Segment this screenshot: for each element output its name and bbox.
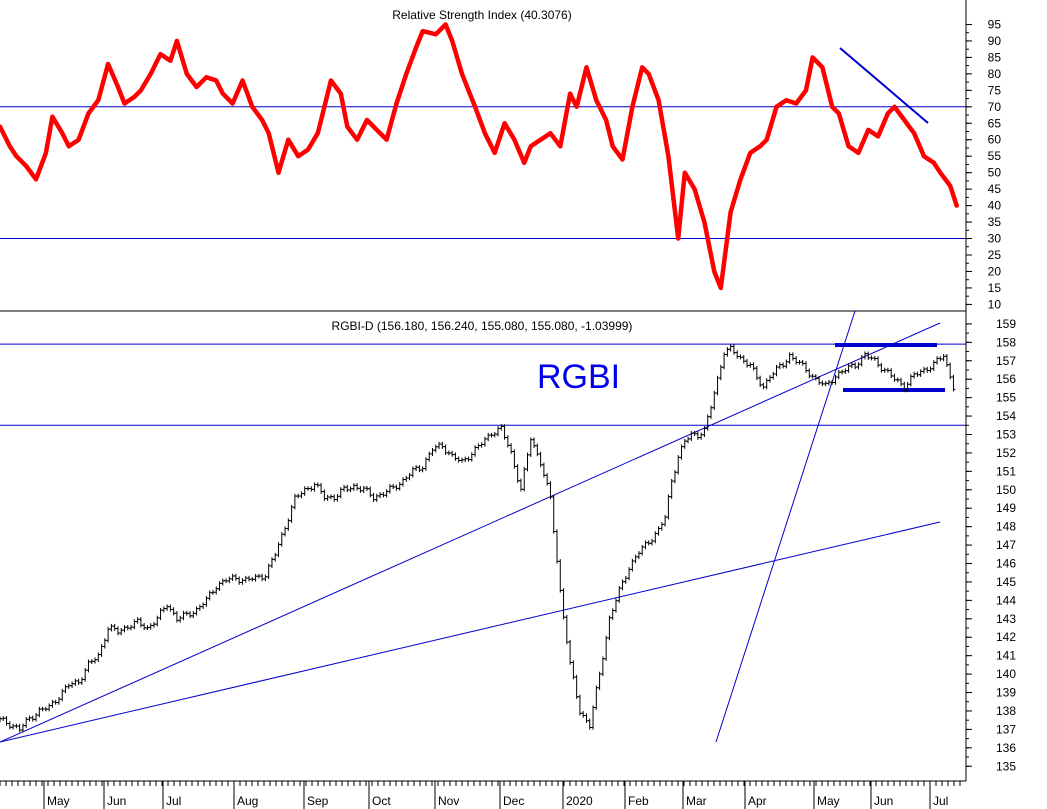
rsi-y-tick-label: 75 — [988, 83, 1002, 97]
rsi-y-tick-label: 50 — [988, 166, 1002, 180]
rsi-y-tick-label: 35 — [988, 215, 1002, 229]
price-title: RGBI-D (156.180, 156.240, 155.080, 155.0… — [332, 319, 633, 333]
price-bars — [0, 344, 956, 733]
long-trend-line — [0, 521, 941, 743]
price-y-tick-label: 146 — [996, 557, 1016, 571]
price-y-tick-label: 159 — [996, 317, 1016, 331]
rsi-y-tick-label: 45 — [988, 182, 1002, 196]
price-y-tick-label: 138 — [996, 704, 1016, 718]
price-y-tick-label: 147 — [996, 538, 1016, 552]
price-y-tick-label: 136 — [996, 741, 1016, 755]
price-y-tick-label: 140 — [996, 667, 1016, 681]
price-y-tick-label: 143 — [996, 612, 1016, 626]
price-y-tick-label: 154 — [996, 409, 1016, 423]
rsi-y-tick-label: 70 — [988, 100, 1002, 114]
price-y-tick-label: 156 — [996, 372, 1016, 386]
rsi-y-tick-label: 10 — [988, 297, 1002, 311]
rsi-y-tick-label: 65 — [988, 116, 1002, 130]
x-axis: May Jun Jul Aug Sep Oct Nov Dec 2020 Feb Mar Apr May… — [0, 781, 961, 809]
price-y-tick-label: 150 — [996, 483, 1016, 497]
x-tick-label: Dec — [503, 794, 524, 808]
rsi-y-tick-label: 60 — [988, 133, 1002, 147]
rsi-y-tick-label: 20 — [988, 264, 1002, 278]
rsi-y-tick-label: 15 — [988, 281, 1002, 295]
price-panel: RGBI-D (156.180, 156.240, 155.080, 155.0… — [0, 310, 966, 743]
upper-trend-line — [0, 322, 941, 743]
rgbi-annotation: RGBI — [537, 358, 620, 396]
x-tick-label: 2020 — [566, 794, 593, 808]
rsi-panel: Relative Strength Index (40.3076) — [0, 8, 966, 291]
rsi-reference-lines — [0, 106, 966, 240]
price-y-tick-label: 135 — [996, 759, 1016, 773]
x-tick-label: Apr — [748, 794, 767, 808]
rsi-downtrend-line — [839, 47, 929, 124]
rsi-series-line — [0, 22, 959, 291]
rsi-y-tick-label: 40 — [988, 199, 1002, 213]
rsi-y-tick-label: 90 — [988, 34, 1002, 48]
price-horizontal-levels — [0, 343, 966, 426]
price-y-tick-label: 137 — [996, 722, 1016, 736]
rsi-y-tick-label: 25 — [988, 248, 1002, 262]
rsi-y-tick-label: 80 — [988, 67, 1002, 81]
x-tick-label: Oct — [372, 794, 391, 808]
price-y-tick-label: 153 — [996, 427, 1016, 441]
rsi-y-tick-label: 85 — [988, 50, 1002, 64]
x-tick-label: Jun — [107, 794, 126, 808]
x-tick-label: Sep — [307, 794, 329, 808]
price-y-tick-label: 144 — [996, 593, 1016, 607]
price-y-tick-label: 142 — [996, 630, 1016, 644]
x-tick-label: Jun — [874, 794, 893, 808]
x-tick-label: Aug — [237, 794, 258, 808]
x-tick-label: May — [817, 794, 840, 808]
price-y-tick-label: 145 — [996, 575, 1016, 589]
price-y-tick-label: 152 — [996, 446, 1016, 460]
price-y-tick-label: 149 — [996, 501, 1016, 515]
x-tick-label: Mar — [686, 794, 707, 808]
x-tick-label: Jul — [166, 794, 181, 808]
price-y-tick-label: 139 — [996, 686, 1016, 700]
rsi-y-tick-label: 95 — [988, 17, 1002, 31]
price-y-tick-label: 148 — [996, 520, 1016, 534]
x-tick-label: Feb — [628, 794, 649, 808]
price-y-tick-label: 141 — [996, 649, 1016, 663]
x-tick-label: Jul — [933, 794, 948, 808]
price-y-tick-label: 157 — [996, 354, 1016, 368]
rsi-title: Relative Strength Index (40.3076) — [392, 8, 571, 22]
rsi-y-axis: 10 15 20 25 30 35 40 45 50 55 60 65 70 75 80 85 90 95 — [966, 17, 1001, 311]
x-tick-label: Nov — [438, 794, 459, 808]
price-y-tick-label: 155 — [996, 391, 1016, 405]
rsi-y-tick-label: 30 — [988, 232, 1002, 246]
x-tick-label: May — [47, 794, 70, 808]
price-y-axis: 135 136 137 138 139 140 141 142 143 144 145 146 147 1… — [966, 317, 1016, 773]
price-y-tick-label: 151 — [996, 464, 1016, 478]
price-y-tick-label: 158 — [996, 335, 1016, 349]
rsi-y-tick-label: 55 — [988, 149, 1002, 163]
